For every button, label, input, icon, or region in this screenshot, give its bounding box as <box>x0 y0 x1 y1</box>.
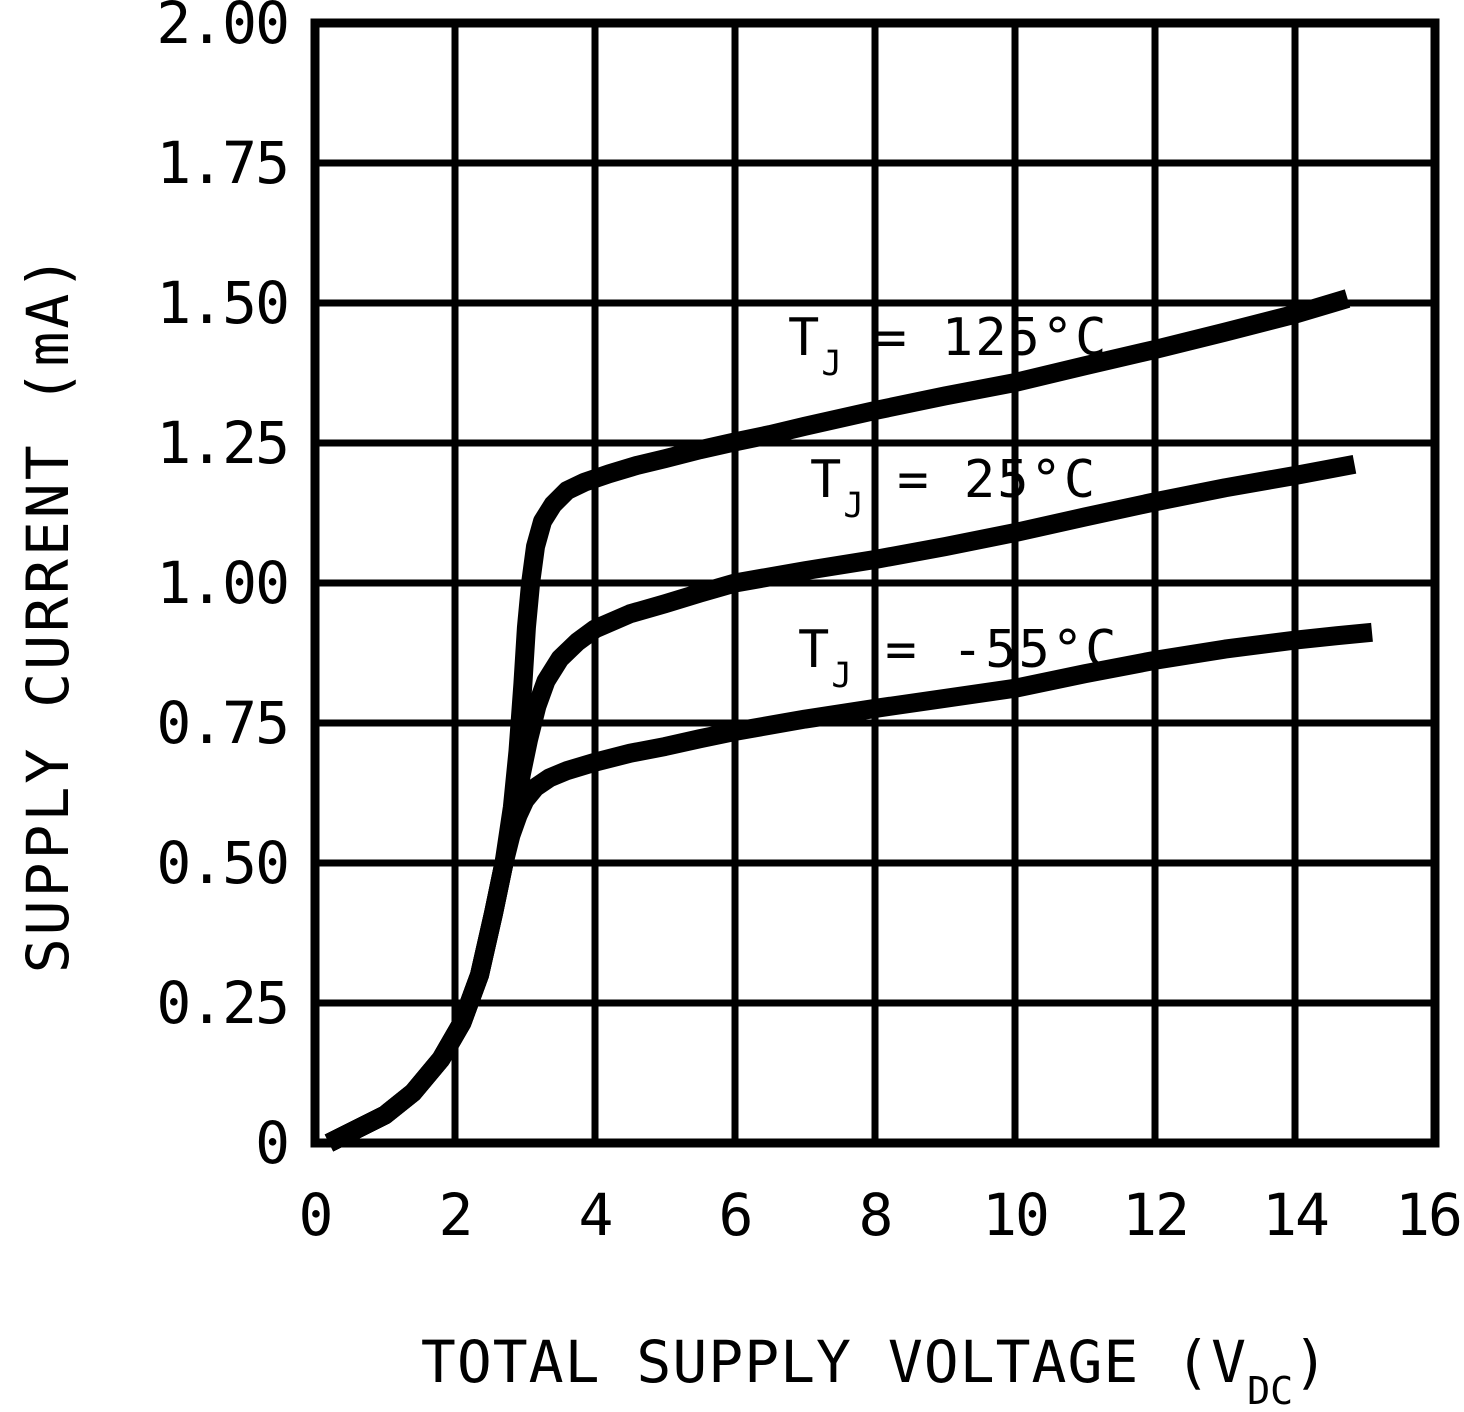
y-tick-label: 2.00 <box>156 0 290 57</box>
curve-label-base: T <box>798 620 832 680</box>
x-axis-title-close-paren: ) <box>1293 1328 1330 1396</box>
y-tick-label: 1.00 <box>156 549 290 617</box>
curve-tj-55-c <box>324 622 1373 1152</box>
x-tick-label: 16 <box>1395 1181 1463 1249</box>
x-tick-label: 6 <box>718 1181 754 1249</box>
curve-label-subscript: J <box>843 485 864 526</box>
x-axis-title: TOTAL SUPPLY VOLTAGE (VDC) <box>315 1322 1435 1410</box>
y-tick-label: 0.50 <box>156 829 290 897</box>
x-tick-label: 10 <box>982 1181 1050 1249</box>
x-tick-label: 0 <box>298 1181 334 1249</box>
y-tick-label: 0.75 <box>156 689 290 757</box>
curve-tj-25-c <box>324 454 1357 1152</box>
curve-label-value: = 25°C <box>863 450 1098 510</box>
curve-label-subscript: J <box>831 655 852 696</box>
x-tick-label: 8 <box>858 1181 894 1249</box>
curve-label-tj-125c: TJ = 125°C <box>788 306 1109 381</box>
y-tick-label: 0.25 <box>156 969 290 1037</box>
plot-frame <box>310 18 1440 1148</box>
curve-label-tj-25c: TJ = 25°C <box>810 448 1098 523</box>
x-tick-label: 2 <box>438 1181 474 1249</box>
x-axis-title-main: TOTAL SUPPLY VOLTAGE (V <box>420 1328 1248 1396</box>
curve-label-tj-minus-55c: TJ = -55°C <box>798 618 1119 693</box>
x-axis-title-subscript: DC <box>1247 1368 1294 1412</box>
curve-label-base: T <box>810 450 844 510</box>
y-axis-title: SUPPLY CURRENT (mA) <box>14 252 82 974</box>
curve-label-base: T <box>788 308 822 368</box>
y-tick-label: 1.75 <box>156 129 290 197</box>
y-tick-label: 1.50 <box>156 269 290 337</box>
x-tick-label: 12 <box>1122 1181 1190 1249</box>
curve-label-value: = -55°C <box>851 620 1119 680</box>
x-tick-label: 14 <box>1262 1181 1330 1249</box>
curve-label-value: = 125°C <box>841 308 1109 368</box>
x-tick-label: 4 <box>578 1181 614 1249</box>
curve-label-subscript: J <box>821 343 842 384</box>
y-tick-label: 1.25 <box>156 409 290 477</box>
y-tick-label: 0 <box>255 1109 290 1177</box>
